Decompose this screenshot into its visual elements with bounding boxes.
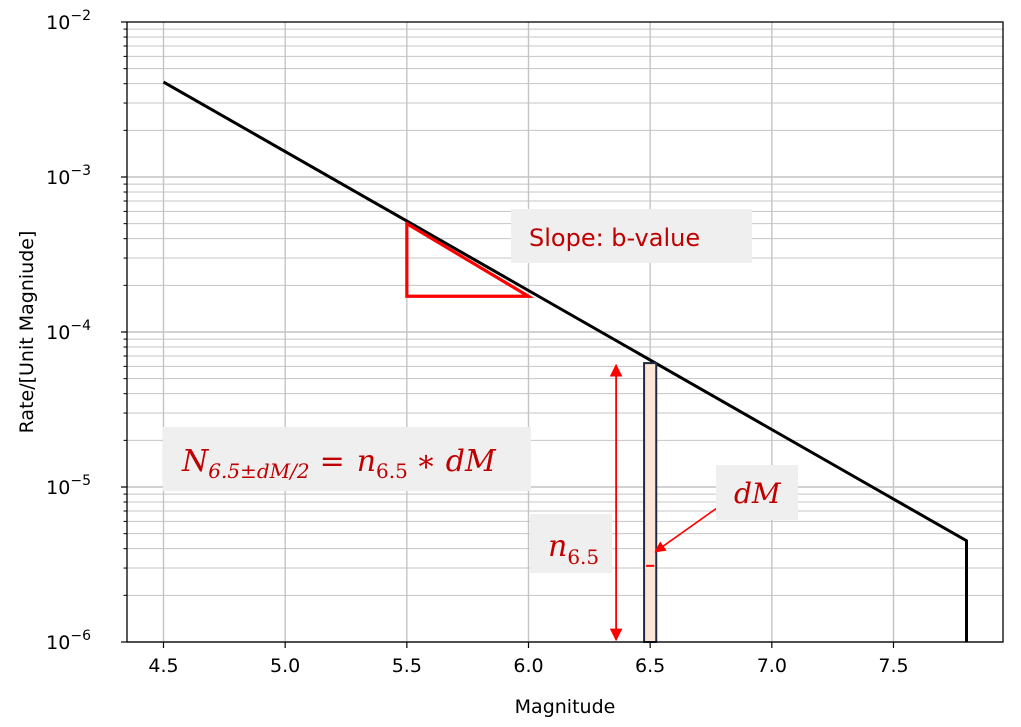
- slope-label-box: [511, 209, 752, 263]
- y-tick-label: 10−4: [46, 318, 91, 344]
- tick-layer: 4.5 5.0 5.5 6.0 6.5 7.0 7.5 10−2 10−3 10−4 10−5 10−…: [46, 8, 908, 677]
- equation-rhs-tail: ∗ dM: [416, 444, 497, 479]
- n-label-base: n: [548, 529, 567, 564]
- dm-bar: [643, 362, 658, 643]
- equation-rhs-sub: 6.5: [376, 459, 408, 483]
- y-tick-label: 10−3: [46, 163, 91, 189]
- n-label-sub: 6.5: [567, 545, 599, 569]
- slope-triangle: [405, 220, 535, 298]
- equation-box: [163, 427, 531, 491]
- overlay-layer: [405, 220, 725, 643]
- y-tick-label: 10−2: [46, 8, 91, 34]
- n-label: n6.5: [548, 529, 599, 569]
- equation-rhs-base: n: [357, 444, 376, 479]
- slope-label: Slope: b-value: [529, 224, 700, 252]
- x-axis-label: Magnitude: [515, 696, 616, 718]
- x-tick-label: 5.0: [270, 655, 300, 677]
- equation-text: N6.5±dM/2 = n6.5 ∗ dM: [181, 444, 497, 483]
- y-tick-label: 10−5: [46, 473, 91, 499]
- x-tick-label: 7.0: [757, 655, 787, 677]
- x-tick-label: 7.5: [878, 655, 908, 677]
- x-tick-label: 4.5: [148, 655, 178, 677]
- dm-annotation: dM: [716, 465, 798, 520]
- x-tick-label: 6.0: [513, 655, 543, 677]
- y-axis-label: Rate/[Unit Magniude]: [16, 231, 38, 434]
- equation-equals: =: [320, 444, 345, 479]
- x-tick-label: 6.5: [635, 655, 665, 677]
- y-tick-label: 10−6: [46, 628, 91, 654]
- dm-label: dM: [734, 477, 782, 510]
- x-tick-label: 5.5: [392, 655, 422, 677]
- equation-lhs-sub: 6.5±dM/2: [208, 459, 309, 483]
- equation-lhs-base: N: [181, 444, 210, 479]
- series-layer: [162, 80, 968, 642]
- slope-annotation: Slope: b-value: [511, 209, 752, 263]
- n-annotation: n6.5: [530, 514, 612, 573]
- dm-label-box: [716, 465, 798, 520]
- series-line: [162, 80, 968, 642]
- equation-annotation: N6.5±dM/2 = n6.5 ∗ dM: [163, 427, 531, 491]
- dm-pointer-arrow: [654, 502, 725, 553]
- n-label-box: [530, 514, 612, 573]
